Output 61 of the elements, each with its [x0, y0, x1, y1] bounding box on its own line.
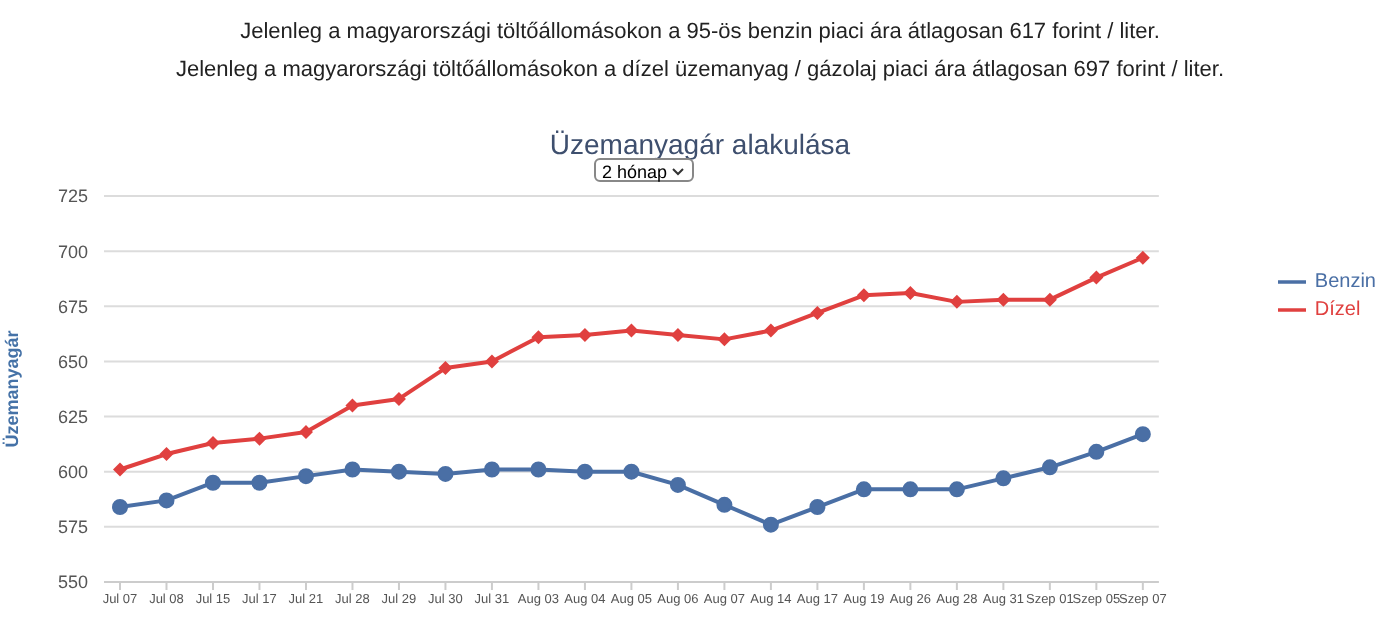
point: [112, 499, 128, 516]
point: [1088, 443, 1105, 460]
y-tick-label: 650: [57, 351, 88, 372]
point: [624, 323, 639, 338]
point: [344, 461, 361, 478]
text: Jelenleg a magyarországi töltőállomásokon a 95-ös benzin piaci ára átlagosan 617 forint / liter.: [238, 20, 1162, 44]
point: [995, 470, 1012, 487]
y-tick-label: 575: [57, 517, 88, 538]
point: [949, 294, 964, 309]
y-tick-label: 600: [57, 462, 88, 483]
point: [391, 391, 406, 406]
point: [810, 305, 825, 320]
point: [902, 481, 919, 498]
point: [903, 286, 918, 301]
point: [298, 425, 313, 440]
point: [530, 461, 547, 478]
legend-label: Dízel: [1314, 299, 1361, 322]
point: [204, 474, 221, 491]
point: [437, 465, 454, 482]
point: [996, 292, 1011, 307]
point: [762, 516, 779, 533]
y-tick-label: 625: [57, 406, 88, 427]
point: [623, 463, 640, 480]
point: [205, 436, 220, 451]
point: [345, 398, 360, 413]
point: [809, 499, 826, 516]
point: [577, 327, 592, 342]
point: [855, 481, 872, 498]
y-tick-label: 700: [57, 241, 88, 262]
point: [158, 492, 175, 509]
point: [483, 461, 500, 478]
point: [484, 354, 499, 369]
point: [252, 431, 267, 446]
point: [1042, 292, 1057, 307]
point: [669, 476, 686, 493]
point: [113, 462, 127, 477]
y-tick-label: 725: [57, 186, 88, 207]
text: Jelenleg a magyarországi töltőállomásokon a dízel üzemanyag / gázolaj piaci ára átlagosan 697 forint / liter.: [173, 58, 1227, 82]
point: [390, 463, 407, 480]
point: [1134, 426, 1151, 443]
point: [670, 327, 685, 342]
point: [159, 447, 174, 462]
y-tick-label: 675: [57, 296, 88, 317]
point: [1041, 459, 1058, 476]
point: [856, 288, 871, 303]
point: [251, 474, 268, 491]
period-dropdown: 2 hónap: [594, 158, 694, 182]
point: [576, 463, 593, 480]
point: [716, 496, 733, 513]
point: [1089, 270, 1104, 285]
point: [717, 332, 732, 347]
legend-label: Benzin: [1314, 271, 1376, 294]
point: [763, 323, 778, 338]
point: [438, 361, 453, 376]
chart-title: Üzemanyagár alakulása: [547, 128, 853, 160]
point: [531, 330, 546, 345]
point: [1135, 250, 1150, 265]
point: [948, 481, 965, 498]
point: [297, 468, 314, 485]
y-tick-label: 550: [57, 572, 88, 593]
y-axis-title: Üzemanyagár: [2, 329, 23, 448]
